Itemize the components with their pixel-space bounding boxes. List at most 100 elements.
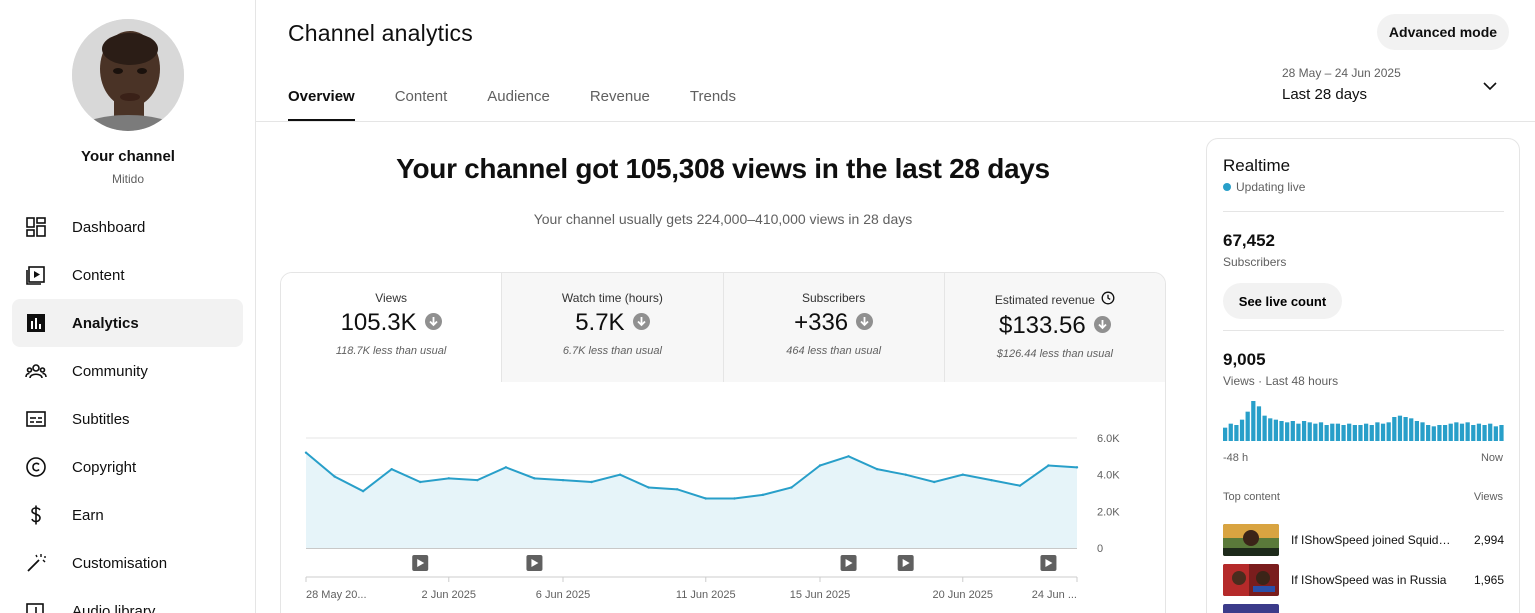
video-marker-icon[interactable] (1040, 555, 1057, 571)
metric-tab-subscribers[interactable]: Subscribers +336 464 less than usual (722, 273, 944, 382)
sidebar-item-label: Customisation (72, 554, 168, 572)
community-icon (24, 359, 48, 383)
video-marker-icon[interactable] (897, 555, 914, 571)
realtime-bar (1499, 425, 1504, 441)
your-channel-label: Your channel (81, 148, 175, 165)
realtime-bar (1431, 426, 1436, 441)
sidebar-item-content[interactable]: Content (12, 251, 243, 299)
data-point (561, 478, 565, 482)
metric-value: +336 (724, 309, 944, 337)
metric-label: Watch time (hours) (502, 291, 722, 305)
realtime-bar (1442, 425, 1448, 441)
arrow-down-icon (424, 309, 442, 337)
y-tick-label: 0 (1097, 543, 1103, 555)
sidebar-item-community[interactable]: Community (12, 347, 243, 395)
top-content-item[interactable] (1223, 604, 1504, 613)
tab-trends[interactable]: Trends (689, 88, 737, 105)
views-headline: Your channel got 105,308 views in the la… (396, 153, 1050, 184)
realtime-bar (1488, 423, 1493, 441)
live-dot-icon (1223, 183, 1231, 191)
advanced-mode-button[interactable]: Advanced mode (1377, 14, 1509, 50)
realtime-bar (1380, 423, 1386, 441)
arrow-down-icon (632, 309, 650, 337)
realtime-bar (1296, 423, 1301, 441)
realtime-bar (1454, 422, 1459, 441)
tab-revenue[interactable]: Revenue (589, 88, 650, 105)
x-tick-label: 20 Jun 2025 (932, 589, 993, 601)
sidebar-item-analytics[interactable]: Analytics (12, 299, 243, 347)
realtime-bar (1482, 425, 1487, 441)
divider (1223, 330, 1504, 331)
realtime-bar (1437, 425, 1442, 441)
realtime-bar (1459, 423, 1465, 441)
divider (1223, 211, 1504, 212)
date-range-text: 28 May – 24 Jun 2025 (1282, 66, 1401, 80)
realtime-bar (1223, 427, 1228, 441)
video-title: If IShowSpeed joined Squid Game (1291, 533, 1451, 547)
realtime-bar (1313, 423, 1318, 441)
top-content-item[interactable]: If IShowSpeed joined Squid Game 2,994 (1223, 524, 1504, 556)
avatar[interactable] (72, 19, 184, 131)
metric-value-text: 5.7K (575, 309, 625, 336)
realtime-bar (1375, 422, 1380, 441)
realtime-axis-end: Now (1480, 452, 1503, 464)
sidebar-item-copyright[interactable]: Copyright (12, 443, 243, 491)
realtime-bar (1335, 423, 1341, 441)
video-marker-icon[interactable] (526, 555, 543, 571)
data-point (733, 497, 736, 500)
series-area (306, 452, 1077, 548)
see-live-count-button[interactable]: See live count (1223, 283, 1342, 319)
tab-overview[interactable]: Overview (288, 80, 355, 122)
video-marker-icon[interactable] (840, 555, 857, 571)
realtime-card: Realtime Updating live 67,452 Subscriber… (1206, 138, 1520, 613)
sidebar-item-audio-library[interactable]: Audio library (12, 587, 243, 613)
realtime-bar (1273, 419, 1278, 441)
data-point (390, 467, 393, 471)
video-title: If IShowSpeed was in Russia (1291, 573, 1447, 587)
metric-note: $126.44 less than usual (996, 348, 1113, 360)
data-point (618, 473, 622, 476)
data-point (533, 477, 536, 480)
views-subline: Your channel usually gets 224,000–410,00… (533, 211, 913, 227)
metric-value-text: $133.56 (998, 312, 1086, 339)
metric-tab-estimated-revenue[interactable]: Estimated revenue $133.56 $126.44 less tha… (943, 273, 1165, 382)
data-point (476, 478, 479, 482)
video-marker-icon[interactable] (412, 555, 429, 571)
sidebar-item-label: Content (72, 266, 125, 284)
metric-label-text: Watch time (hours) (561, 291, 663, 305)
metric-tab-watch-time-hours[interactable]: Watch time (hours) 5.7K 6.7K less than usu… (501, 273, 723, 382)
metric-value-text: +336 (794, 309, 849, 336)
realtime-bar (1476, 423, 1482, 441)
sidebar-item-dashboard[interactable]: Dashboard (12, 203, 243, 251)
data-point (790, 486, 793, 489)
magic-wand-icon (24, 551, 48, 575)
views-chart: 6.0K 4.0K 2.0K 0 28 May 20... 2 Jun 2025 6 Jun… (281, 382, 1165, 613)
copyright-icon (24, 455, 48, 479)
realtime-bar (1426, 425, 1431, 441)
metric-value: 105.3K (281, 309, 501, 337)
data-point (990, 478, 993, 482)
sidebar-item-subtitles[interactable]: Subtitles (12, 395, 243, 443)
realtime-bar (1392, 417, 1397, 441)
realtime-bar (1448, 423, 1453, 441)
y-tick-label: 6.0K (1097, 433, 1120, 445)
realtime-views-label: Views · Last 48 hours (1223, 374, 1339, 388)
top-content-item[interactable]: If IShowSpeed was in Russia 1,965 (1223, 564, 1504, 596)
sidebar-item-label: Audio library (72, 602, 156, 613)
tab-audience[interactable]: Audience (487, 88, 550, 105)
realtime-bar (1347, 423, 1352, 441)
sidebar-item-label: Subtitles (72, 410, 130, 428)
metric-tab-views[interactable]: Views 105.3K 118.7K less than usual (281, 273, 502, 382)
metric-value: $133.56 (945, 312, 1165, 340)
realtime-bar (1493, 426, 1498, 441)
data-point (704, 497, 707, 500)
dollar-icon (24, 503, 48, 527)
realtime-bar (1239, 419, 1245, 441)
sidebar-item-earn[interactable]: Earn (12, 491, 243, 539)
tab-content[interactable]: Content (394, 88, 448, 105)
sidebar-item-customisation[interactable]: Customisation (12, 539, 243, 587)
date-range-picker[interactable]: 28 May – 24 Jun 2025 Last 28 days (1282, 66, 1504, 110)
views-chart-svg: 6.0K 4.0K 2.0K 0 28 May 20... 2 Jun 2025 6 Jun… (304, 433, 1120, 601)
video-views: 2,994 (1473, 533, 1504, 547)
key-metrics-card: Views 105.3K 118.7K less than usual Watch t… (280, 272, 1166, 613)
